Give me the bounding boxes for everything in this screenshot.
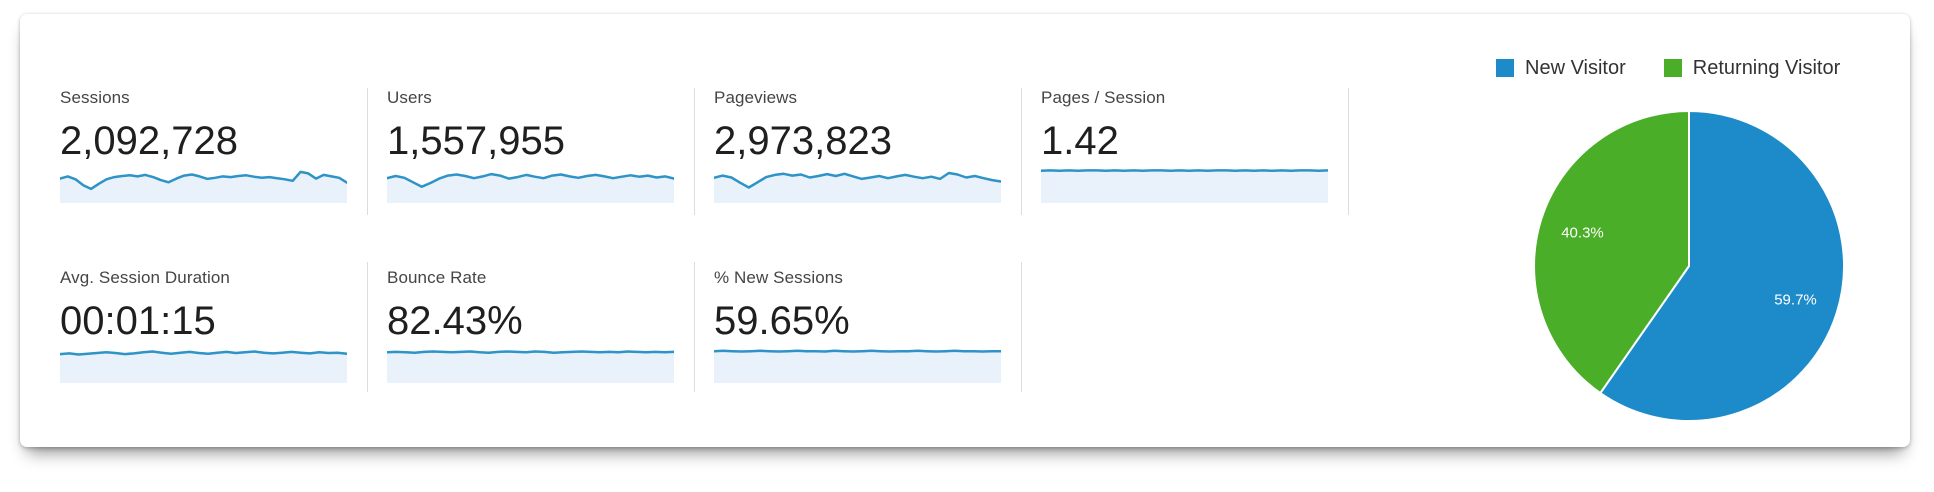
metric-card-avg-session-duration[interactable]: Avg. Session Duration 00:01:15 — [60, 268, 347, 383]
metric-value: 82.43% — [387, 299, 523, 343]
divider — [694, 262, 695, 392]
metric-value: 2,092,728 — [60, 119, 238, 163]
pie-slice-returning-visitor[interactable] — [1533, 110, 1690, 395]
metric-card-users[interactable]: Users 1,557,955 — [387, 88, 674, 203]
divider — [1021, 262, 1022, 392]
users-sparkline — [387, 172, 674, 203]
pie-slice-new-visitor[interactable] — [1599, 110, 1846, 422]
metric-value: 2,973,823 — [714, 119, 892, 163]
divider — [694, 88, 695, 215]
analytics-overview-panel: Sessions 2,092,728 Users 1,557,955 Pagev… — [20, 14, 1910, 447]
divider — [1021, 88, 1022, 215]
visitor-type-pie-chart[interactable]: 59.7% 40.3% — [1532, 109, 1846, 423]
metric-card-pageviews[interactable]: Pageviews 2,973,823 — [714, 88, 1001, 203]
pie-legend: New Visitor Returning Visitor — [1496, 58, 1840, 78]
percent-new-sessions-sparkline — [714, 349, 1001, 383]
metric-value: 00:01:15 — [60, 299, 216, 343]
metric-label: Sessions — [60, 88, 130, 107]
pages-per-session-sparkline — [1041, 169, 1328, 203]
metric-label: Avg. Session Duration — [60, 268, 230, 287]
legend-item-returning-visitor[interactable]: Returning Visitor — [1663, 57, 1841, 79]
metric-card-pages-per-session[interactable]: Pages / Session 1.42 — [1041, 88, 1328, 203]
metric-value: 1,557,955 — [387, 119, 565, 163]
pie-slice-percentage-label: 59.7% — [1774, 292, 1817, 309]
legend-label: Returning Visitor — [1692, 57, 1841, 79]
sessions-sparkline — [60, 170, 347, 203]
metric-label: Pages / Session — [1041, 88, 1166, 107]
metric-card-sessions[interactable]: Sessions 2,092,728 — [60, 88, 347, 203]
metric-label: Bounce Rate — [387, 268, 487, 287]
divider — [1348, 88, 1349, 215]
metric-value: 1.42 — [1041, 119, 1119, 163]
metric-value: 59.65% — [714, 299, 850, 343]
metric-label: Users — [387, 88, 432, 107]
new-visitor-swatch-icon — [1496, 59, 1514, 77]
metric-card-bounce-rate[interactable]: Bounce Rate 82.43% — [387, 268, 674, 383]
pageviews-sparkline — [714, 171, 1001, 203]
metric-label: % New Sessions — [714, 268, 843, 287]
divider — [367, 262, 368, 392]
divider — [367, 88, 368, 215]
returning-visitor-swatch-icon — [1663, 59, 1682, 77]
pie-slice-percentage-label: 40.3% — [1561, 225, 1604, 242]
metric-card-percent-new-sessions[interactable]: % New Sessions 59.65% — [714, 268, 1001, 383]
bounce-rate-sparkline — [387, 350, 674, 383]
legend-label: New Visitor — [1525, 57, 1626, 79]
metric-label: Pageviews — [714, 88, 798, 107]
avg-session-duration-sparkline — [60, 350, 347, 383]
legend-item-new-visitor[interactable]: New Visitor — [1496, 58, 1626, 78]
